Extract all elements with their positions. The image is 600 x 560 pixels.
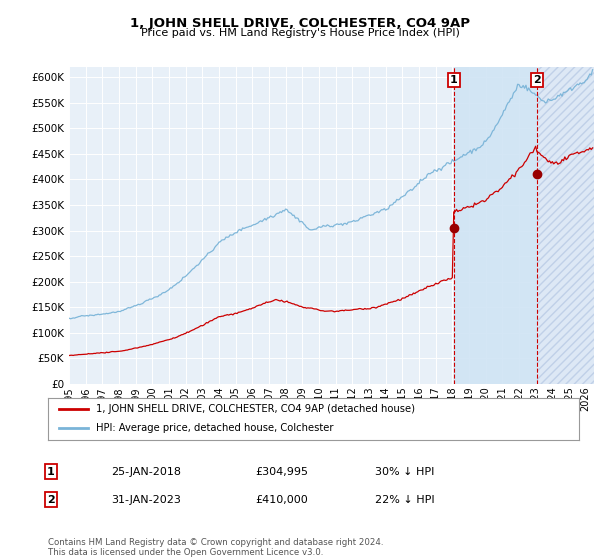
Bar	[537, 67, 594, 384]
Text: 2: 2	[47, 494, 55, 505]
Text: £410,000: £410,000	[255, 494, 308, 505]
Text: 30% ↓ HPI: 30% ↓ HPI	[375, 466, 434, 477]
Text: Price paid vs. HM Land Registry's House Price Index (HPI): Price paid vs. HM Land Registry's House …	[140, 28, 460, 38]
Text: 1: 1	[450, 75, 458, 85]
Text: 1, JOHN SHELL DRIVE, COLCHESTER, CO4 9AP (detached house): 1, JOHN SHELL DRIVE, COLCHESTER, CO4 9AP…	[96, 404, 415, 414]
Bar	[537, 67, 594, 384]
Text: 22% ↓ HPI: 22% ↓ HPI	[375, 494, 434, 505]
Text: 25-JAN-2018: 25-JAN-2018	[111, 466, 181, 477]
Text: 31-JAN-2023: 31-JAN-2023	[111, 494, 181, 505]
Text: 2: 2	[533, 75, 541, 85]
Bar	[454, 67, 537, 384]
Text: 1, JOHN SHELL DRIVE, COLCHESTER, CO4 9AP: 1, JOHN SHELL DRIVE, COLCHESTER, CO4 9AP	[130, 17, 470, 30]
Text: £304,995: £304,995	[255, 466, 308, 477]
Text: HPI: Average price, detached house, Colchester: HPI: Average price, detached house, Colc…	[96, 423, 333, 433]
Text: 1: 1	[47, 466, 55, 477]
Text: Contains HM Land Registry data © Crown copyright and database right 2024.
This d: Contains HM Land Registry data © Crown c…	[48, 538, 383, 557]
